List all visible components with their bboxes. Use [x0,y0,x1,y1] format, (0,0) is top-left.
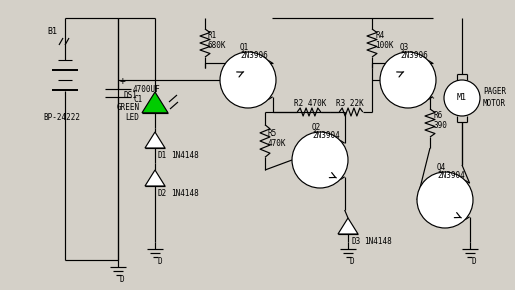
Text: 1N4148: 1N4148 [364,237,392,246]
Text: PAGER: PAGER [483,88,506,97]
Polygon shape [145,170,165,186]
Circle shape [380,52,436,108]
Text: Q3: Q3 [400,43,409,52]
Text: R6: R6 [433,110,442,119]
Text: D3: D3 [351,237,360,246]
Text: D: D [472,258,476,267]
Text: D2: D2 [158,188,167,197]
Text: 1N4148: 1N4148 [171,188,199,197]
Text: 680K: 680K [208,41,227,50]
Text: BP-24222: BP-24222 [43,113,80,122]
Text: Q1: Q1 [240,43,249,52]
Text: 2N3906: 2N3906 [400,50,428,59]
Text: DS1: DS1 [123,90,137,99]
Polygon shape [142,92,168,113]
Text: D: D [350,258,355,267]
Text: R5: R5 [268,128,277,137]
Text: LED: LED [125,113,139,122]
Text: 100K: 100K [375,41,393,50]
Circle shape [417,172,473,228]
Text: 470K: 470K [268,139,286,148]
Text: 1N4148: 1N4148 [171,151,199,160]
Text: 2N3904: 2N3904 [312,130,340,139]
Text: 2N3906: 2N3906 [240,50,268,59]
Text: R4: R4 [375,30,384,39]
Polygon shape [145,132,165,148]
Circle shape [292,132,348,188]
Circle shape [220,52,276,108]
Text: 2N3904: 2N3904 [437,171,465,180]
Text: GREEN: GREEN [117,102,140,111]
Text: R1: R1 [208,30,217,39]
Circle shape [444,80,480,116]
Text: D: D [120,276,125,284]
Text: D1: D1 [158,151,167,160]
Text: C1: C1 [133,95,142,104]
Text: Q4: Q4 [437,162,447,171]
Text: R3 22K: R3 22K [336,99,364,108]
Text: 390: 390 [433,121,447,130]
Text: Q2: Q2 [312,122,321,131]
Text: R2 470K: R2 470K [294,99,327,108]
Text: MOTOR: MOTOR [483,99,506,108]
Polygon shape [338,218,358,234]
Text: M1: M1 [457,93,467,102]
Text: +: + [120,76,126,86]
Text: B1: B1 [47,28,57,37]
Text: 4700UF: 4700UF [133,86,161,95]
Text: D: D [157,258,162,267]
